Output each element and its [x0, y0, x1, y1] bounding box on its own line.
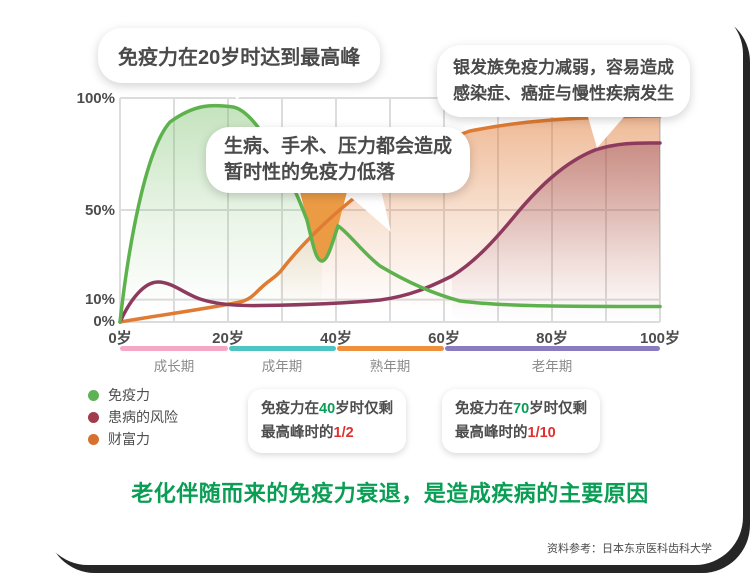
callout-70-line2: 最高峰时的1/10 [455, 421, 587, 445]
disease-risk-line [118, 141, 662, 324]
callout-40-text2: 岁时仅剩 [335, 401, 394, 417]
x-tick-80: 80岁 [536, 330, 568, 347]
x-tick-40: 40岁 [320, 330, 352, 347]
callout-70-text3: 最高峰时的 [455, 425, 528, 441]
callout-70-line1: 免疫力在70岁时仅剩 [455, 397, 587, 421]
band-label-adult: 成年期 [261, 359, 303, 374]
callout-40-text: 免疫力在 [261, 401, 319, 417]
y-tick-0: 0% [93, 313, 115, 330]
speech-bubble-temporary-line1: 生病、手术、压力都会造成 [224, 136, 453, 157]
legend-item-disease-risk: 患病的风险 [88, 407, 178, 427]
callout-40-line2: 最高峰时的1/2 [261, 421, 393, 445]
legend-label-immunity: 免疫力 [108, 387, 150, 403]
callout-40-fraction: 1/2 [333, 425, 354, 441]
callout-70-text: 免疫力在 [455, 401, 513, 417]
speech-bubble-peak: 免疫力在20岁时达到最高峰 [98, 28, 381, 83]
source-reference: 资料参考：日本东京医科齿科大学 [547, 543, 712, 555]
callout-40-line1: 免疫力在40岁时仅剩 [261, 397, 393, 421]
speech-bubble-senior: 银发族免疫力减弱，容易造成 感染症、癌症与慢性疾病发生 [437, 45, 690, 117]
legend-label-disease-risk: 患病的风险 [108, 409, 178, 425]
wealth-line [118, 114, 662, 324]
legend-item-immunity: 免疫力 [88, 385, 150, 405]
disease-area-fill [452, 142, 660, 322]
speech-bubble-temporary-line2: 暂时性的免疫力低落 [224, 162, 396, 183]
callout-age-70: 免疫力在70岁时仅剩 最高峰时的1/10 [442, 389, 601, 453]
x-tick-0: 0岁 [108, 330, 132, 347]
immunity-line [118, 103, 662, 324]
immunity-dot-icon [88, 389, 99, 401]
band-elderly-period [445, 346, 660, 351]
band-mature-period [337, 346, 444, 351]
band-label-growth: 成长期 [153, 359, 195, 374]
callout-70-text2: 岁时仅剩 [529, 401, 588, 417]
callout-70-fraction: 1/10 [527, 425, 556, 441]
y-tick-100: 100% [76, 90, 115, 107]
headline: 老化伴随而来的免疫力衰退，是造成疾病的主要原因 [131, 481, 649, 506]
x-tick-20: 20岁 [212, 330, 244, 347]
speech-bubble-temporary: 生病、手术、压力都会造成 暂时性的免疫力低落 [206, 127, 471, 193]
band-growth-period [120, 346, 228, 351]
band-label-mature: 熟年期 [369, 359, 411, 374]
callout-40-age: 40 [319, 401, 336, 417]
band-adult-period [229, 346, 336, 351]
speech-bubble-peak-text: 免疫力在20岁时达到最高峰 [118, 47, 361, 69]
callout-age-40: 免疫力在40岁时仅剩 最高峰时的1/2 [248, 389, 407, 453]
band-label-elderly: 老年期 [531, 359, 573, 374]
callout-40-text3: 最高峰时的 [261, 425, 334, 441]
y-tick-50: 50% [84, 202, 115, 219]
immunity-age-chart [118, 97, 662, 324]
wealth-dot-icon [88, 433, 99, 445]
x-tick-60: 60岁 [428, 330, 460, 347]
x-tick-100: 100岁 [639, 330, 681, 347]
speech-bubble-senior-line2: 感染症、癌症与慢性疾病发生 [453, 84, 674, 103]
legend-label-wealth: 财富力 [108, 431, 150, 447]
speech-bubble-senior-line1: 银发族免疫力减弱，容易造成 [453, 58, 674, 77]
callout-70-age: 70 [513, 401, 530, 417]
y-tick-10: 10% [84, 291, 115, 308]
legend-item-wealth: 财富力 [88, 429, 150, 449]
disease-risk-dot-icon [88, 411, 99, 423]
